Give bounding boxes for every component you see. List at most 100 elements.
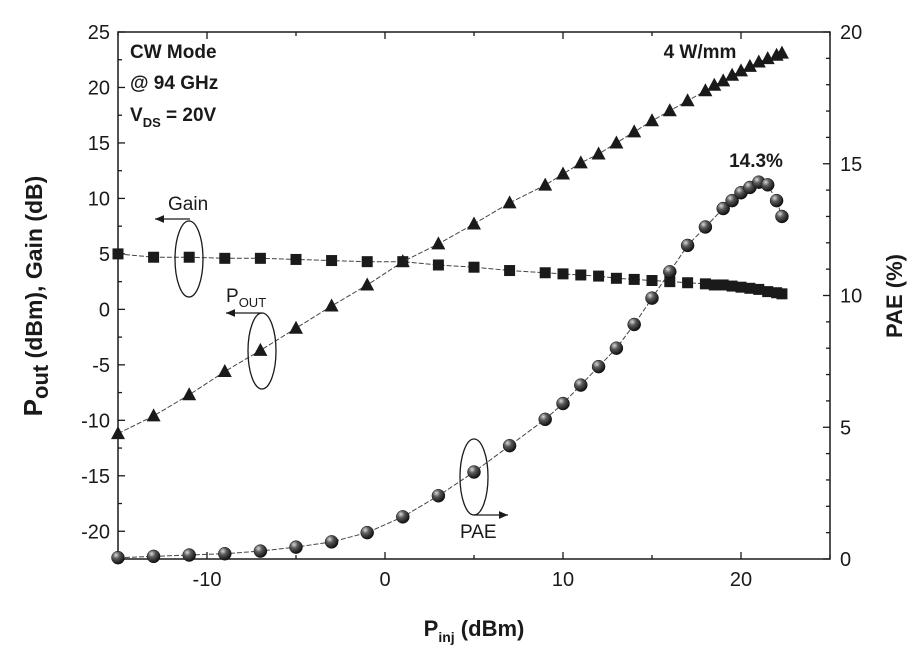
pae-marker xyxy=(111,550,125,565)
pout-marker xyxy=(217,363,232,377)
x-tick-label: 0 xyxy=(379,569,390,591)
pout-marker xyxy=(538,177,553,191)
pae-marker xyxy=(556,396,570,411)
pout-marker xyxy=(111,426,125,440)
gain-marker xyxy=(468,261,480,273)
right-y-tick-label: 5 xyxy=(840,417,851,439)
gain-marker xyxy=(254,252,266,264)
pae-marker xyxy=(725,193,739,208)
gain-marker xyxy=(744,282,756,294)
left-y-axis-ticks: -20 -15 -10 -5 0 5 10 15 20 25 xyxy=(81,22,125,560)
gain-marker xyxy=(708,279,720,291)
vds-sub: DS xyxy=(143,115,161,130)
gain-marker xyxy=(326,255,338,267)
pae-label: PAE xyxy=(460,522,497,543)
pout-marker xyxy=(431,236,446,250)
pout-marker xyxy=(395,254,410,268)
pae-marker xyxy=(502,438,517,453)
pae-marker xyxy=(645,291,659,305)
pae-marker xyxy=(627,317,641,332)
pae-marker xyxy=(218,546,232,561)
gain-marker xyxy=(682,277,694,289)
x-axis-title-sub: inj xyxy=(438,629,454,645)
pae-marker xyxy=(538,412,552,427)
power-density-annotation: 4 W/mm xyxy=(664,42,737,63)
pout-marker xyxy=(645,113,659,127)
plot-frame xyxy=(117,31,831,560)
left-y-tick-label: 25 xyxy=(88,22,110,44)
gain-marker xyxy=(432,259,444,271)
left-y-tick-label: 15 xyxy=(88,133,110,155)
x-tick-label: 10 xyxy=(552,569,574,591)
pout-marker xyxy=(573,155,588,169)
gain-marker xyxy=(593,270,605,282)
pae-marker xyxy=(591,359,606,374)
x-axis-title-main: P xyxy=(424,616,439,641)
pae-marker xyxy=(324,535,339,549)
pae-marker xyxy=(663,265,677,279)
x-axis-title-rest: (dBm) xyxy=(455,616,525,641)
gain-marker xyxy=(290,253,302,265)
pout-marker xyxy=(556,166,570,180)
pout-marker xyxy=(360,277,375,291)
pout-marker xyxy=(627,124,642,138)
pae-marker xyxy=(182,548,196,562)
left-y-axis-title-sub: out xyxy=(28,364,53,399)
series-p-out xyxy=(111,45,789,440)
gain-marker xyxy=(717,279,729,291)
gain-marker xyxy=(628,273,640,285)
series-layer xyxy=(111,45,789,565)
x-axis-title: Pinj (dBm) xyxy=(424,616,525,645)
gain-marker xyxy=(664,276,676,288)
pout-marker xyxy=(502,195,517,209)
left-y-axis-title-rest: (dBm), Gain (dB) xyxy=(21,176,47,365)
gain-marker xyxy=(610,272,622,284)
pout-marker xyxy=(751,54,766,68)
pout-marker xyxy=(760,51,775,65)
gain-marker xyxy=(112,248,124,260)
pout-marker xyxy=(742,58,757,72)
right-y-tick-label: 15 xyxy=(840,154,862,176)
pout-marker xyxy=(253,342,268,356)
gain-marker xyxy=(148,251,160,263)
pout-marker xyxy=(707,77,722,91)
pout-marker xyxy=(698,83,713,97)
gain-marker xyxy=(753,283,765,295)
pae-marker xyxy=(769,193,784,208)
pout-label: POUT xyxy=(226,286,266,310)
left-y-axis-title: Pout (dBm), Gain (dB) xyxy=(18,176,53,417)
vds-rest: = 20V xyxy=(161,105,217,126)
pae-marker xyxy=(146,549,161,564)
pout-marker xyxy=(774,45,789,59)
series-pae-line xyxy=(117,181,783,559)
pout-marker xyxy=(467,216,481,230)
gain-marker xyxy=(726,280,738,292)
gain-label: Gain xyxy=(168,194,208,215)
pout-marker xyxy=(662,103,677,117)
frequency-annotation: @ 94 GHz xyxy=(130,73,218,94)
pout-label-sub: OUT xyxy=(239,295,267,310)
x-tick-label: 20 xyxy=(730,569,752,591)
pae-marker xyxy=(574,378,588,392)
left-y-tick-label: 20 xyxy=(88,77,110,99)
gain-marker xyxy=(735,281,747,293)
pae-marker xyxy=(698,220,713,234)
x-tick-label: -10 xyxy=(193,569,222,591)
right-y-axis-title: PAE (%) xyxy=(882,254,907,338)
left-y-tick-label: 5 xyxy=(99,244,110,266)
gain-marker xyxy=(183,251,195,263)
gain-marker xyxy=(539,267,551,279)
x-axis-ticks: -10 0 10 20 xyxy=(117,32,831,591)
gain-marker xyxy=(504,265,516,277)
pae-marker xyxy=(760,178,775,192)
gain-marker xyxy=(575,269,587,281)
pae-marker xyxy=(360,525,374,540)
gain-ellipse xyxy=(174,220,204,298)
pout-marker xyxy=(725,67,740,81)
pout-marker xyxy=(289,320,303,334)
left-y-axis-title-main: P xyxy=(18,399,48,416)
pae-marker xyxy=(467,465,481,479)
pout-marker xyxy=(716,73,731,87)
pae-marker xyxy=(716,201,730,216)
